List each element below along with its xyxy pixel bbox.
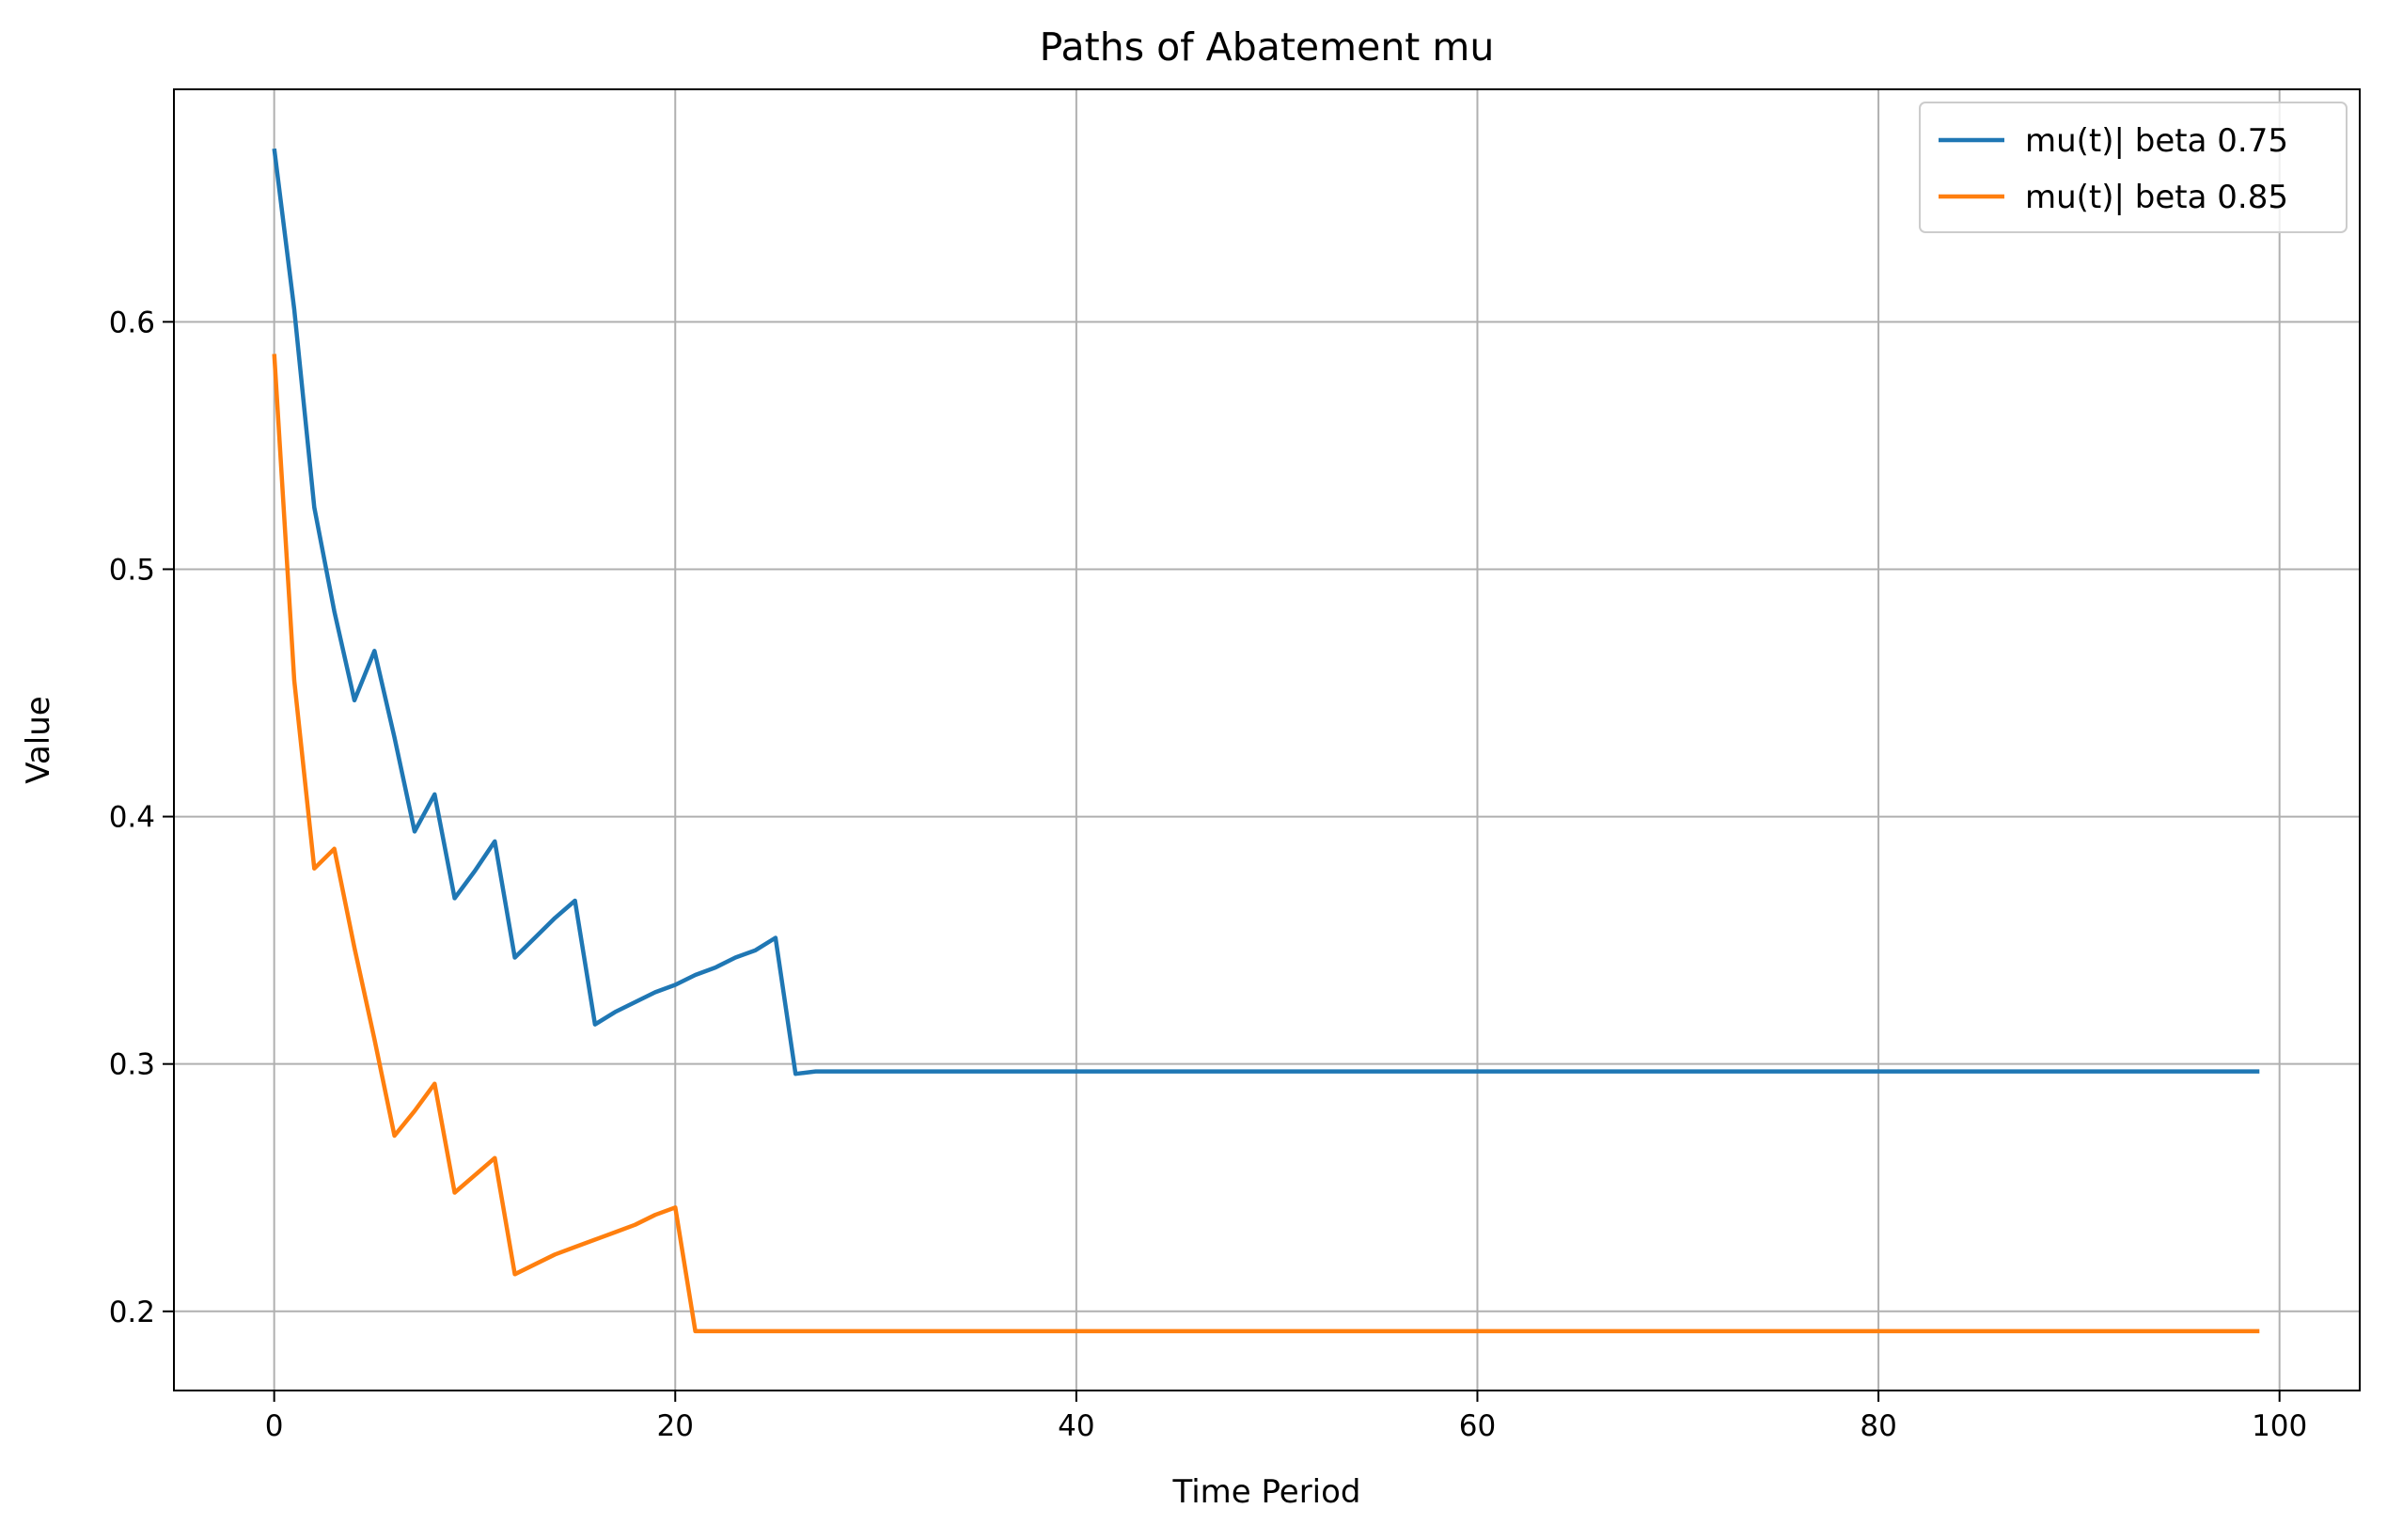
x-tick-label: 100 <box>2252 1409 2307 1443</box>
series-lines <box>272 148 2260 1334</box>
y-axis-label: Value <box>20 696 57 783</box>
y-tick-label: 0.2 <box>109 1296 155 1329</box>
plot-frame <box>173 88 2361 1391</box>
y-tick-label: 0.6 <box>109 306 155 339</box>
legend-label: mu(t)| beta 0.85 <box>2025 179 2288 216</box>
x-tick-label: 80 <box>1860 1409 1896 1443</box>
y-tick-label: 0.3 <box>109 1048 155 1082</box>
legend-label: mu(t)| beta 0.75 <box>2025 122 2288 160</box>
x-tick-label: 0 <box>265 1409 284 1443</box>
legend: mu(t)| beta 0.75 mu(t)| beta 0.85 <box>1919 102 2348 233</box>
axis-ticks: 0 20 40 60 80 100 0.2 0.3 0.4 0.5 0.6 <box>109 306 2308 1443</box>
x-tick-label: 40 <box>1058 1409 1094 1443</box>
series-line <box>272 148 2260 1076</box>
y-tick-label: 0.4 <box>109 801 155 835</box>
legend-box <box>1919 102 2348 233</box>
series-line <box>272 354 2260 1334</box>
x-axis-label: Time Period <box>1171 1473 1360 1511</box>
chart-title: Paths of Abatement mu <box>1040 24 1495 70</box>
x-tick-label: 20 <box>657 1409 694 1443</box>
grid <box>174 89 2360 1391</box>
x-tick-label: 60 <box>1459 1409 1496 1443</box>
y-tick-label: 0.5 <box>109 553 155 587</box>
